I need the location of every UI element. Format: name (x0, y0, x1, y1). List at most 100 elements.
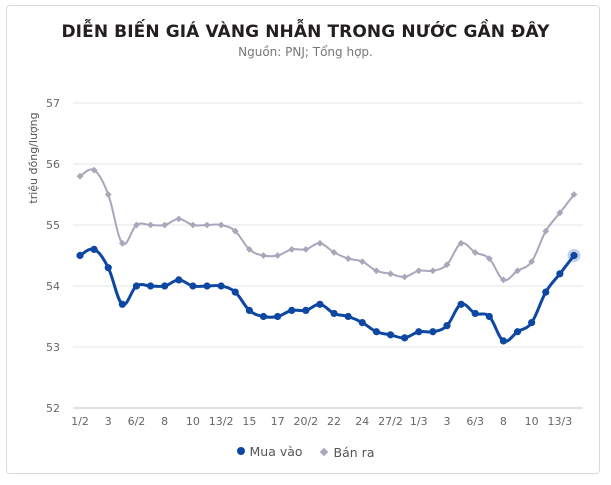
x-tick-label: 24 (355, 415, 369, 428)
x-tick-label: 6/2 (128, 415, 146, 428)
data-point[interactable] (316, 239, 324, 247)
data-point[interactable] (175, 215, 183, 223)
data-point[interactable] (513, 328, 522, 336)
data-point[interactable] (161, 221, 169, 229)
data-point[interactable] (288, 246, 296, 253)
data-point[interactable] (457, 300, 465, 308)
x-tick-label: 15 (242, 415, 256, 428)
data-point[interactable] (133, 221, 140, 229)
x-tick-label: 6/3 (466, 415, 484, 428)
legend-item-buy[interactable]: Mua vào (236, 444, 303, 459)
data-point[interactable] (570, 191, 578, 198)
data-point[interactable] (429, 328, 437, 336)
x-tick-label: 17 (271, 415, 285, 428)
data-point[interactable] (274, 312, 282, 321)
data-point[interactable] (471, 309, 479, 318)
data-point[interactable] (259, 312, 268, 321)
data-point[interactable] (231, 288, 239, 296)
data-point[interactable] (556, 209, 564, 217)
data-point[interactable] (471, 249, 479, 256)
data-point[interactable] (401, 334, 409, 342)
data-point[interactable] (386, 331, 395, 339)
x-tick-label: 20/2 (293, 415, 318, 428)
data-point[interactable] (245, 306, 253, 314)
legend-item-sell[interactable]: Bán ra (319, 445, 374, 460)
x-axis-ticks: 1/2 3 6/2 8 10 13/2 15 17 20/2 22 24 27/2 1/3 3 6/3 8 10… (71, 415, 572, 428)
data-point[interactable] (203, 282, 211, 290)
data-point[interactable] (147, 221, 154, 229)
x-tick-label: 8 (161, 415, 168, 428)
data-point[interactable] (542, 288, 550, 296)
data-point[interactable] (443, 261, 451, 269)
data-point[interactable] (76, 172, 84, 180)
data-point[interactable] (189, 282, 197, 290)
data-point[interactable] (245, 246, 253, 253)
data-point[interactable] (203, 221, 211, 229)
data-series (76, 166, 581, 345)
data-point[interactable] (344, 312, 352, 321)
data-point[interactable] (443, 322, 451, 330)
y-tick-label: 56 (46, 158, 60, 171)
series-mua-vao (76, 245, 581, 345)
data-point[interactable] (358, 319, 366, 327)
data-point[interactable] (302, 246, 310, 253)
data-point[interactable] (217, 221, 225, 229)
data-point[interactable] (528, 319, 536, 327)
y-tick-label: 55 (46, 219, 60, 232)
data-point[interactable] (104, 191, 112, 198)
y-axis-label: triệu đồng/lượng (27, 112, 40, 203)
data-point[interactable] (90, 245, 98, 253)
x-tick-label: 8 (500, 415, 507, 428)
data-point[interactable] (189, 221, 197, 229)
data-point[interactable] (387, 270, 394, 278)
data-point[interactable] (330, 249, 338, 256)
data-point[interactable] (485, 255, 493, 262)
chart-card (6, 5, 600, 474)
data-point[interactable] (499, 337, 508, 345)
data-point[interactable] (570, 251, 578, 260)
data-point[interactable] (302, 306, 310, 314)
data-point[interactable] (104, 264, 112, 272)
data-point[interactable] (358, 258, 366, 265)
data-point[interactable] (330, 309, 338, 318)
data-point[interactable] (146, 282, 155, 290)
x-tick-label: 13/2 (209, 415, 234, 428)
x-tick-label: 13/3 (548, 415, 573, 428)
data-point[interactable] (401, 273, 409, 281)
data-point[interactable] (118, 239, 126, 247)
data-point[interactable] (528, 258, 536, 265)
data-point[interactable] (76, 251, 84, 260)
x-tick-label: 10 (525, 415, 539, 428)
x-tick-label: 27/2 (378, 415, 403, 428)
data-point[interactable] (556, 270, 564, 278)
data-point[interactable] (217, 282, 225, 290)
data-point[interactable] (457, 239, 465, 247)
chart-subtitle: Nguồn: PNJ; Tổng hợp. (238, 45, 373, 59)
x-tick-label: 22 (327, 415, 341, 428)
data-point[interactable] (542, 227, 550, 235)
data-point[interactable] (429, 267, 437, 275)
data-point[interactable] (514, 267, 521, 275)
data-point[interactable] (260, 252, 267, 259)
data-point[interactable] (175, 276, 183, 284)
x-tick-label: 10 (186, 415, 200, 428)
data-point[interactable] (500, 276, 507, 284)
data-point[interactable] (485, 312, 493, 321)
data-point[interactable] (372, 328, 380, 336)
data-point[interactable] (415, 328, 423, 336)
data-point[interactable] (288, 306, 296, 314)
data-point[interactable] (344, 255, 352, 262)
data-point[interactable] (415, 267, 423, 275)
data-point[interactable] (316, 300, 324, 308)
data-point[interactable] (132, 282, 141, 290)
y-axis-ticks: 52 53 54 55 56 57 (46, 97, 60, 415)
data-point[interactable] (373, 267, 380, 275)
data-point[interactable] (90, 166, 98, 174)
data-point[interactable] (118, 300, 126, 308)
data-point[interactable] (231, 227, 239, 235)
data-point[interactable] (161, 282, 169, 290)
diamond-marker-icon (319, 447, 328, 457)
y-tick-label: 52 (46, 402, 60, 415)
data-point[interactable] (274, 252, 281, 259)
